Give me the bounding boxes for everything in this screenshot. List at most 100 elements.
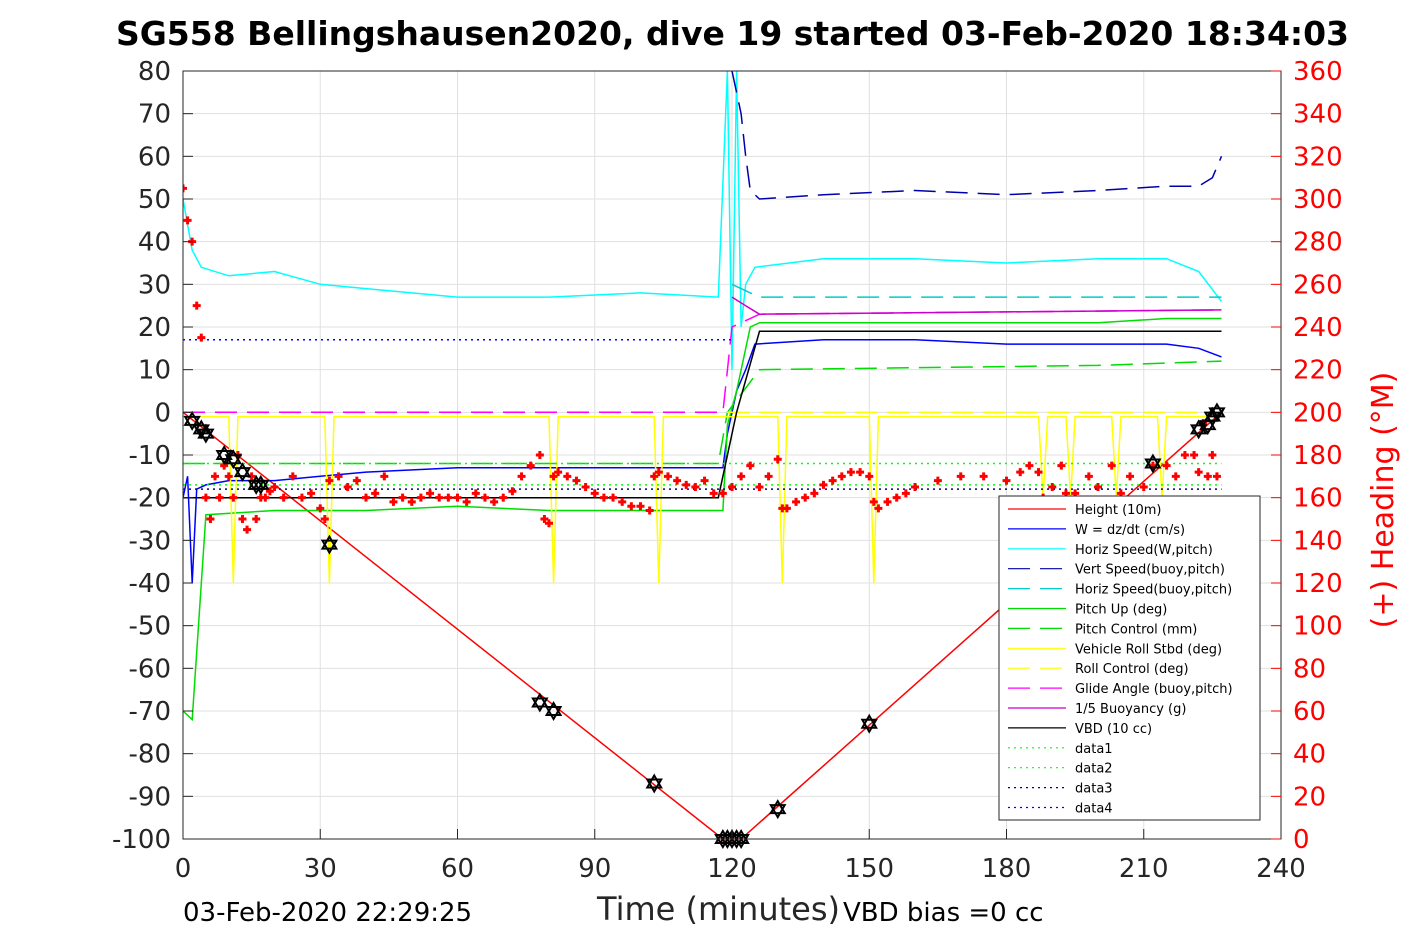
- heading-point: [462, 497, 471, 506]
- heading-point: [535, 451, 544, 459]
- left-tick-label: -40: [129, 569, 171, 599]
- heading-point: [572, 476, 581, 485]
- heading-point: [426, 489, 435, 498]
- heading-point: [1048, 483, 1057, 491]
- heading-point: [874, 504, 883, 513]
- legend-box: [998, 495, 1261, 821]
- heading-point: [563, 472, 572, 481]
- left-tick-label: -80: [129, 740, 171, 770]
- heading-point: [183, 216, 192, 225]
- heading-point: [1212, 472, 1221, 481]
- left-tick-label: -60: [129, 654, 171, 684]
- series-line-10: [731, 296, 1222, 315]
- heading-point: [398, 493, 407, 502]
- heading-point: [352, 476, 361, 485]
- right-axis-label: (+) Heading (°M): [1366, 372, 1401, 629]
- heading-point: [1180, 451, 1189, 459]
- heading-point: [599, 493, 608, 502]
- right-tick-label: 40: [1293, 740, 1326, 770]
- heading-point: [673, 476, 682, 485]
- right-tick-label: 60: [1293, 697, 1326, 727]
- heading-point: [325, 476, 334, 485]
- waypoint-marker: [197, 423, 215, 444]
- heading-point: [549, 472, 558, 481]
- left-tick-label: -10: [129, 441, 171, 471]
- series-line-0: [183, 411, 1222, 839]
- heading-point: [480, 493, 489, 502]
- heading-point: [243, 525, 252, 534]
- heading-layer: [183, 184, 1221, 534]
- heading-point: [1094, 483, 1102, 491]
- heading-point: [265, 487, 274, 496]
- waypoint-marker: [1208, 402, 1226, 423]
- right-tick-label: 260: [1293, 270, 1343, 300]
- right-tick-label: 240: [1293, 313, 1343, 343]
- heading-point: [206, 515, 215, 523]
- heading-point: [1025, 461, 1034, 470]
- heading-point: [773, 455, 782, 464]
- heading-point: [865, 472, 874, 481]
- heading-point: [1016, 468, 1025, 477]
- legend-entry: data1: [1075, 742, 1113, 757]
- right-tick-label: 140: [1293, 526, 1343, 556]
- heading-point: [892, 493, 901, 502]
- x-axis-label: Time (minutes): [597, 890, 840, 928]
- series-line-11: [183, 330, 1222, 499]
- right-tick-label: 80: [1293, 654, 1326, 684]
- left-tick-label: -20: [129, 484, 171, 514]
- heading-point: [453, 493, 462, 502]
- waypoint-layer: [183, 402, 1226, 849]
- heading-point: [197, 333, 206, 342]
- right-tick-label: 320: [1293, 142, 1343, 172]
- waypoint-marker: [1144, 453, 1162, 474]
- heading-point: [1057, 461, 1066, 470]
- left-tick-label: -100: [112, 825, 171, 855]
- waypoint-marker: [252, 474, 270, 495]
- left-tick-label: 70: [138, 100, 171, 130]
- heading-point: [1190, 451, 1199, 459]
- right-tick-label: 280: [1293, 228, 1343, 258]
- x-tick-label: 90: [578, 854, 611, 884]
- timestamp-footer: 03-Feb-2020 22:29:25: [183, 898, 473, 928]
- heading-point: [229, 493, 238, 502]
- left-tick-label: 10: [138, 356, 171, 386]
- legend-entry: Vehicle Roll Stbd (deg): [1075, 642, 1222, 657]
- series-line-7: [183, 415, 1222, 584]
- heading-point: [320, 515, 329, 523]
- right-tick-label: 100: [1293, 612, 1343, 642]
- heading-point: [618, 497, 627, 506]
- heading-point: [261, 493, 270, 502]
- heading-point: [238, 515, 247, 523]
- heading-point: [819, 480, 828, 489]
- right-tick-label: 300: [1293, 185, 1343, 215]
- heading-point: [517, 472, 526, 481]
- heading-point: [343, 483, 352, 491]
- heading-point: [718, 489, 727, 498]
- heading-point: [654, 468, 663, 477]
- heading-point: [490, 497, 499, 506]
- heading-point: [215, 493, 224, 502]
- legend-entry: VBD (10 cc): [1075, 722, 1152, 737]
- heading-point: [636, 502, 645, 511]
- heading-point: [444, 493, 453, 502]
- legend-entry: Glide Angle (buoy,pitch): [1075, 682, 1233, 697]
- waypoint-marker: [645, 773, 663, 794]
- legend-entry: Horiz Speed(buoy,pitch): [1075, 583, 1232, 598]
- right-tick-label: 120: [1293, 569, 1343, 599]
- heading-point: [883, 497, 892, 506]
- heading-point: [956, 472, 965, 481]
- x-axis-ticks: 0 30 60 90 120 150 180 210 240: [175, 829, 1306, 884]
- heading-point: [297, 493, 306, 502]
- heading-point: [1107, 461, 1116, 470]
- heading-point: [1171, 472, 1180, 481]
- heading-point: [1084, 472, 1093, 481]
- heading-point: [279, 493, 288, 502]
- x-tick-label: 240: [1256, 854, 1306, 884]
- waypoint-marker: [224, 449, 243, 470]
- heading-point: [581, 483, 590, 491]
- left-tick-label: 20: [138, 313, 171, 343]
- heading-point: [526, 461, 535, 470]
- left-tick-label: 60: [138, 142, 171, 172]
- series-line-9: [183, 309, 1222, 414]
